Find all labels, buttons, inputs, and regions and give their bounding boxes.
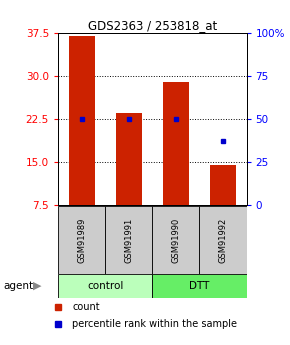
Bar: [116, 113, 142, 205]
Bar: [200, 206, 246, 274]
Text: GSM91990: GSM91990: [171, 217, 180, 263]
Text: count: count: [72, 302, 100, 312]
Text: GSM91991: GSM91991: [124, 217, 133, 263]
Text: control: control: [87, 281, 123, 291]
Bar: [210, 165, 236, 205]
Text: GSM91989: GSM91989: [77, 217, 86, 263]
Bar: [69, 36, 95, 205]
Bar: [58, 274, 152, 298]
Bar: [58, 206, 105, 274]
Text: GSM91992: GSM91992: [218, 217, 227, 263]
Bar: [152, 206, 200, 274]
Text: DTT: DTT: [189, 281, 210, 291]
Text: percentile rank within the sample: percentile rank within the sample: [72, 319, 237, 329]
Bar: [163, 82, 189, 205]
Text: agent: agent: [3, 281, 33, 291]
Title: GDS2363 / 253818_at: GDS2363 / 253818_at: [88, 19, 217, 32]
Bar: [105, 206, 152, 274]
Text: ▶: ▶: [33, 281, 42, 291]
Bar: [152, 274, 246, 298]
